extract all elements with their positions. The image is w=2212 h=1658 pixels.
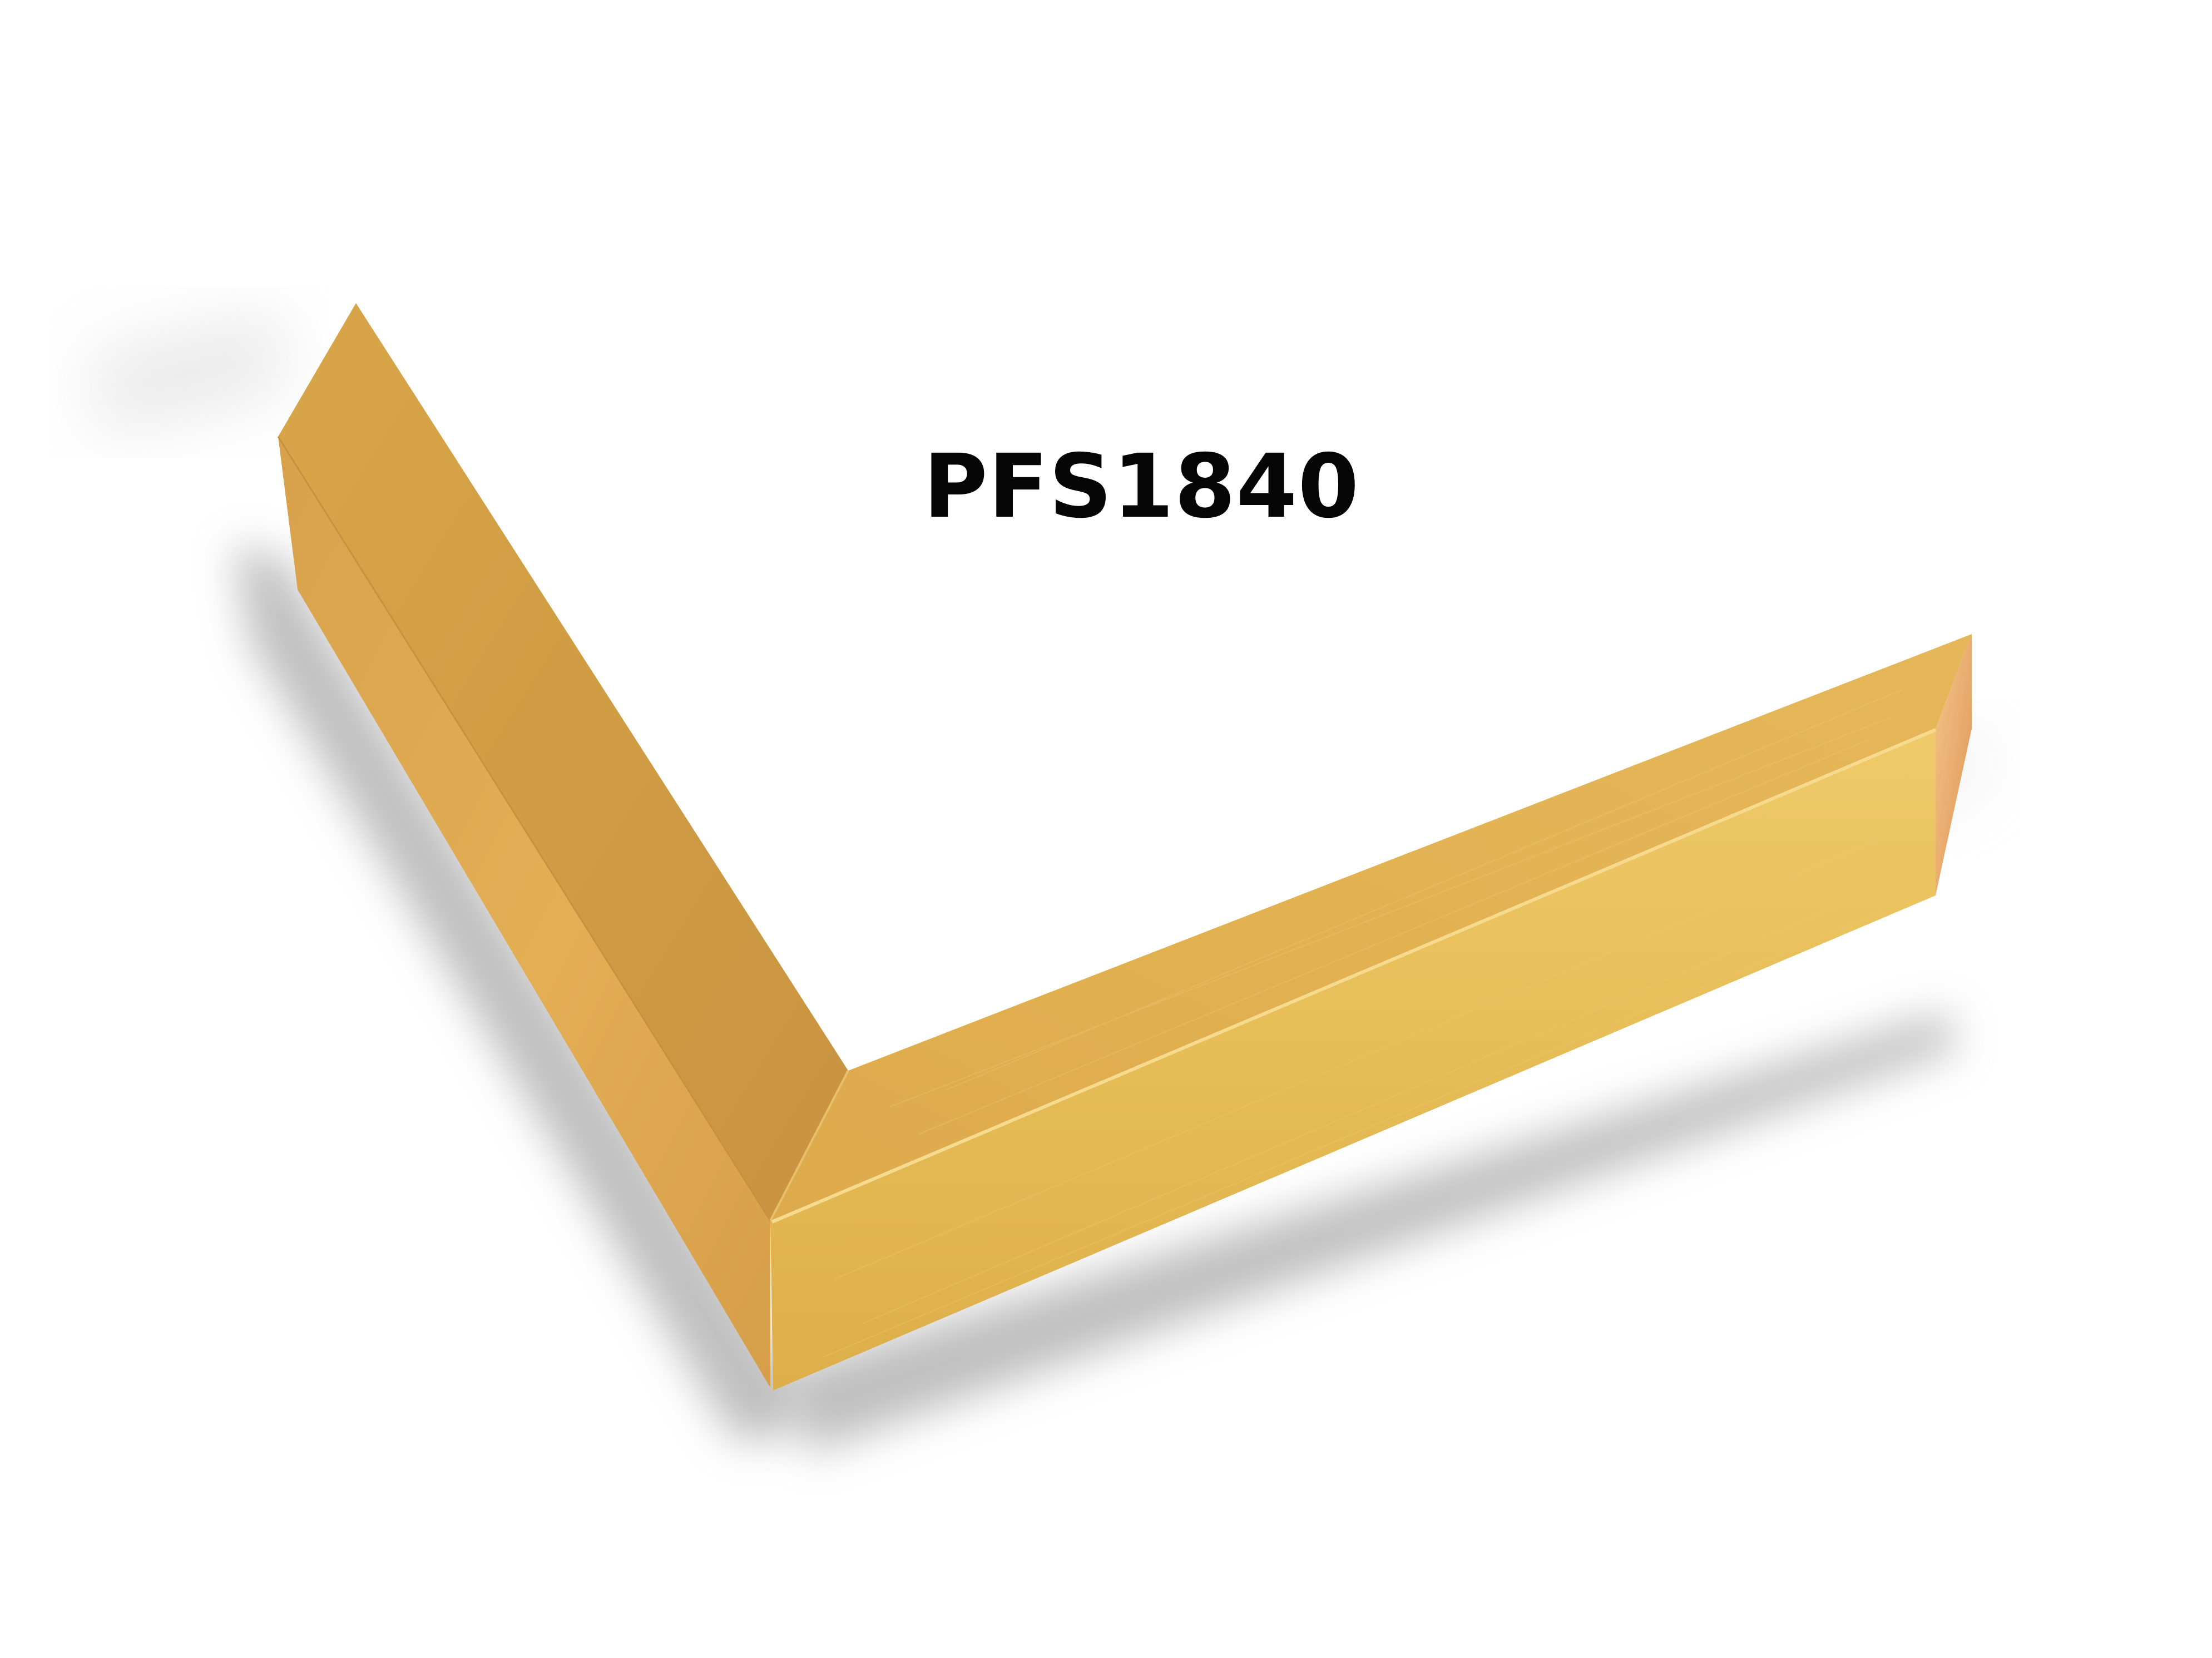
- frame-right-top-face: [770, 634, 1972, 1221]
- frame-left-top-face: [278, 303, 848, 1221]
- brushed-metal-texture: [823, 689, 1903, 1358]
- frame-left-edge-line: [277, 436, 771, 1221]
- frame-front-face: [770, 729, 1936, 1390]
- frame-end-cap: [1936, 634, 1972, 895]
- product-code-label: PFS1840: [923, 435, 1360, 538]
- frame-front-edge-highlight: [771, 728, 1937, 1224]
- frame-left-side-face: [278, 437, 770, 1388]
- frame-mitre-line: [769, 1070, 849, 1221]
